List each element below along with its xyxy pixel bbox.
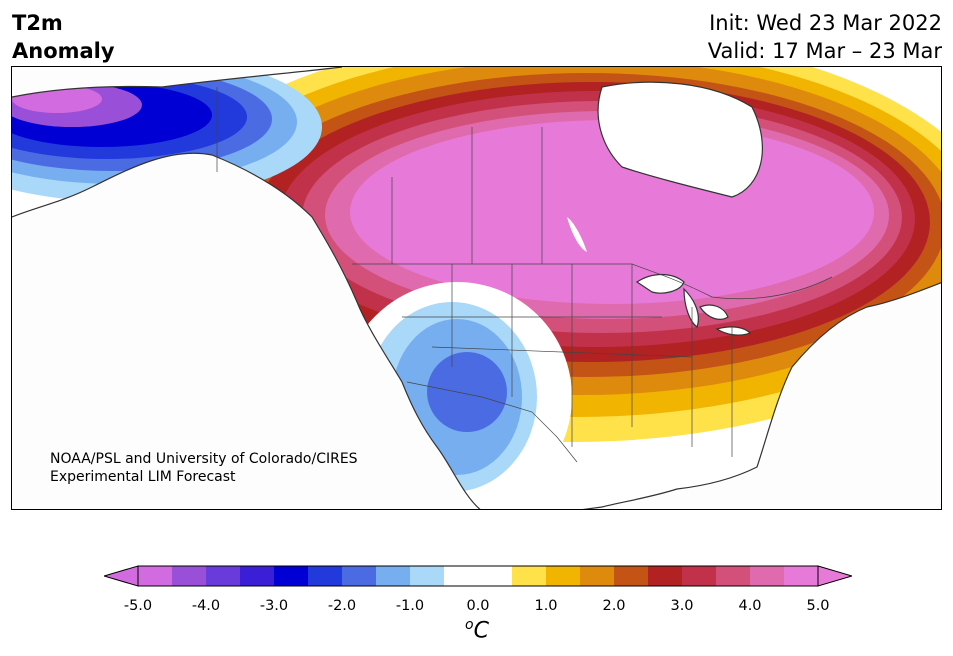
title-line-2: Anomaly [12,39,115,63]
colorbar-swatch [478,566,513,586]
colorbar-over-arrow [817,565,854,587]
colorbar-swatch [444,566,479,586]
colorbar-outline [137,565,819,587]
colorbar-swatch [274,566,309,586]
colorbar-tick-label: 4.0 [738,598,762,614]
colorbar-swatch [376,566,411,586]
colorbar-swatches [102,565,854,587]
colorbar-swatch [750,566,785,586]
colorbar-tick-label: 3.0 [670,598,694,614]
colorbar-under-arrow [102,565,139,587]
map-title: T2m Anomaly [12,9,115,65]
colorbar-swatch [206,566,241,586]
colorbar-swatch [682,566,717,586]
valid-date-range: Valid: 17 Mar – 23 Mar [707,39,942,63]
colorbar-tick-label: -4.0 [191,598,221,614]
colorbar-tick-label: 0.0 [466,598,490,614]
colorbar-swatch [308,566,343,586]
credit-line-2: Experimental LIM Forecast [50,469,236,485]
title-line-1: T2m [12,11,63,35]
colorbar-tick-label: -2.0 [327,598,357,614]
colorbar-tick-label: 2.0 [602,598,626,614]
colorbar-tick-label: -1.0 [395,598,425,614]
colorbar-swatch [546,566,581,586]
colorbar-swatch [580,566,615,586]
map-canvas [12,67,941,509]
anomaly-map: NOAA/PSL and University of Colorado/CIRE… [11,66,942,510]
colorbar-swatch [410,566,445,586]
colorbar-swatch [342,566,377,586]
colorbar-swatch [512,566,547,586]
colorbar-swatch [138,566,173,586]
credit-text: NOAA/PSL and University of Colorado/CIRE… [50,450,358,486]
colorbar-unit: oC [465,617,489,643]
colorbar-swatch [648,566,683,586]
colorbar-tick-label: 1.0 [534,598,558,614]
colorbar [102,565,854,593]
colorbar-tick-label: -5.0 [123,598,153,614]
credit-line-1: NOAA/PSL and University of Colorado/CIRE… [50,451,358,467]
unit-superscript: o [465,617,474,633]
forecast-dates: Init: Wed 23 Mar 2022 Valid: 17 Mar – 23… [708,9,942,65]
init-date: Init: Wed 23 Mar 2022 [709,11,942,35]
colorbar-tick-label: -3.0 [259,598,289,614]
colorbar-swatch [716,566,751,586]
colorbar-tick-label: 5.0 [806,598,830,614]
colorbar-swatch [240,566,275,586]
colorbar-swatch [172,566,207,586]
unit-base: C [473,618,489,644]
colorbar-swatch [614,566,649,586]
colorbar-swatch [784,566,819,586]
